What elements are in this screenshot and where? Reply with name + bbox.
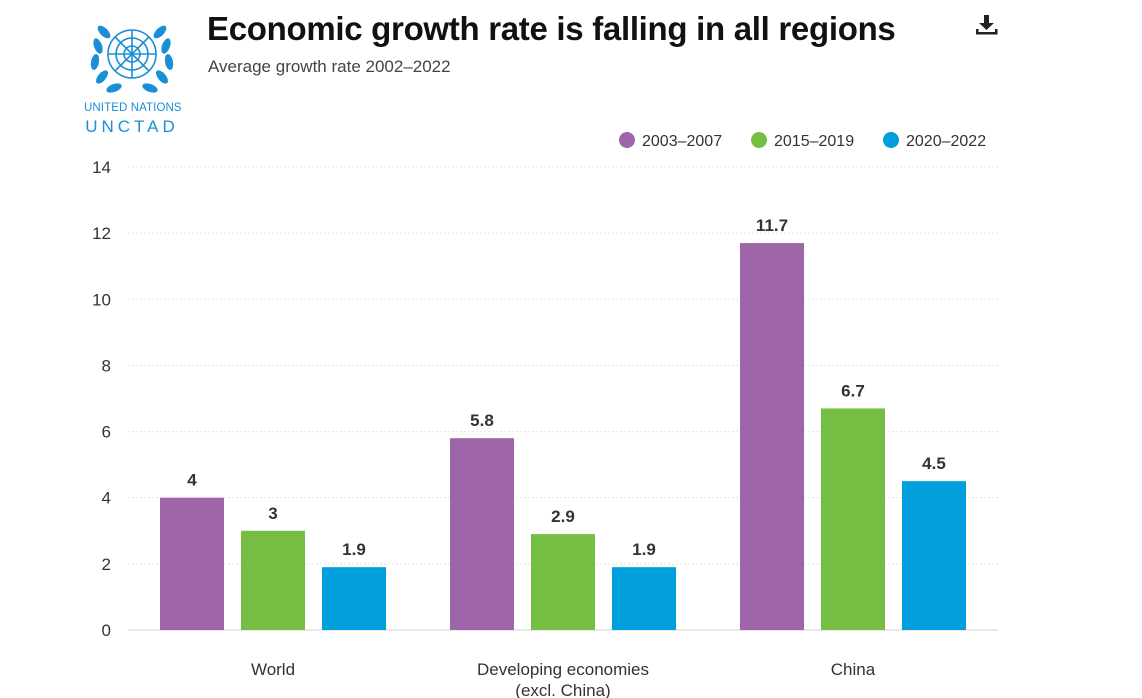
legend: 2003–2007 2015–2019 2020–2022 xyxy=(619,132,986,150)
value-label: 1.9 xyxy=(632,540,656,559)
unctad-logo: UNITED NATIONS UNCTAD xyxy=(84,14,182,136)
bar-2015–2019-1[interactable] xyxy=(531,534,595,630)
bars xyxy=(160,243,966,631)
bar-2015–2019-0[interactable] xyxy=(241,530,305,630)
bar-2015–2019-2[interactable] xyxy=(821,408,885,630)
value-label: 3 xyxy=(268,504,277,523)
x-category-label: Developing economies (excl. China) xyxy=(477,660,649,698)
bar-2003–2007-2[interactable] xyxy=(740,243,804,631)
bar-2020–2022-1[interactable] xyxy=(612,567,676,630)
download-icon[interactable] xyxy=(972,12,1002,38)
value-label: 4.5 xyxy=(922,454,946,473)
y-tick-label: 10 xyxy=(92,290,111,309)
y-tick-label: 12 xyxy=(92,224,111,243)
y-tick-label: 8 xyxy=(102,356,111,375)
value-label: 11.7 xyxy=(756,216,788,235)
legend-item-1[interactable]: 2015–2019 xyxy=(751,132,854,150)
legend-label: 2015–2019 xyxy=(774,133,854,150)
legend-swatch xyxy=(883,132,899,148)
logo-line-2: UNCTAD xyxy=(85,117,179,136)
legend-item-2[interactable]: 2020–2022 xyxy=(883,132,986,150)
y-tick-label: 4 xyxy=(102,489,111,508)
legend-label: 2020–2022 xyxy=(906,133,986,150)
legend-swatch xyxy=(619,132,635,148)
chart-subtitle: Average growth rate 2002–2022 xyxy=(208,57,451,76)
value-label: 1.9 xyxy=(342,540,366,559)
value-labels: 4 3 1.9 5.8 2.9 1.9 11.7 6.7 4.5 xyxy=(187,216,946,559)
y-axis-ticks: 0 2 4 6 8 10 12 14 xyxy=(92,158,111,640)
y-tick-label: 6 xyxy=(102,423,111,442)
download-button[interactable] xyxy=(972,12,1002,38)
value-label: 2.9 xyxy=(551,507,575,526)
bar-2003–2007-0[interactable] xyxy=(160,497,224,630)
legend-item-0[interactable]: 2003–2007 xyxy=(619,132,722,150)
bar-2020–2022-0[interactable] xyxy=(322,567,386,630)
x-category-label: World xyxy=(251,660,295,679)
y-tick-label: 2 xyxy=(102,555,111,574)
bar-2003–2007-1[interactable] xyxy=(450,438,514,630)
un-emblem-icon xyxy=(90,25,174,93)
chart-title: Economic growth rate is falling in all r… xyxy=(207,10,896,47)
legend-label: 2003–2007 xyxy=(642,133,722,150)
value-label: 6.7 xyxy=(841,381,865,400)
x-category-label: China xyxy=(831,660,876,679)
y-tick-label: 0 xyxy=(102,621,111,640)
value-label: 5.8 xyxy=(470,411,494,430)
logo-line-1: UNITED NATIONS xyxy=(84,102,182,114)
value-label: 4 xyxy=(187,471,197,490)
y-tick-label: 14 xyxy=(92,158,111,177)
x-axis-labels: World Developing economies (excl. China) Ch… xyxy=(251,660,876,698)
bar-2020–2022-2[interactable] xyxy=(902,481,966,630)
legend-swatch xyxy=(751,132,767,148)
